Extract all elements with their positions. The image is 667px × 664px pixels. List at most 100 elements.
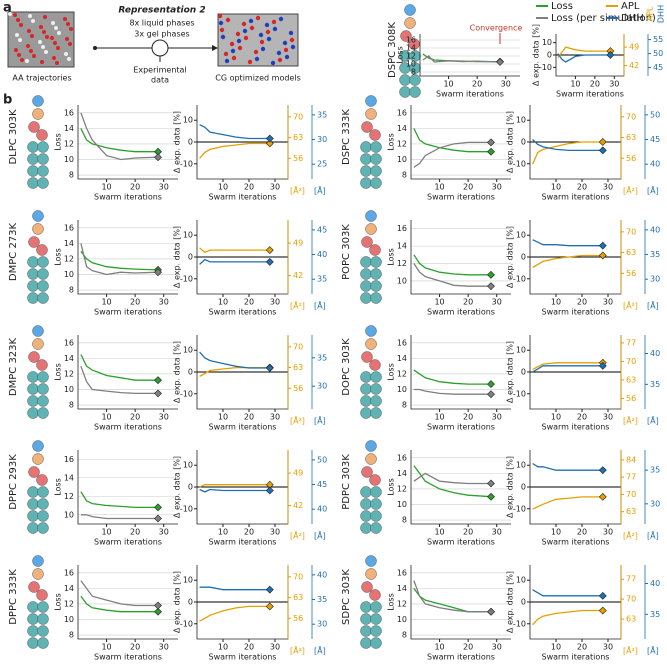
end-marker [598,466,607,475]
series-line [532,589,603,597]
end-marker [487,270,495,279]
axis-frame [410,105,511,180]
axis-unit: [Å] [314,645,326,656]
bead [361,236,373,248]
bead [27,280,39,292]
bead [32,108,44,120]
x-tick-label: 30 [492,528,502,537]
bead [28,351,40,363]
bead [27,498,39,510]
bead [37,177,49,189]
bead [365,568,377,580]
bead [369,589,381,601]
bead [370,268,382,280]
x-tick-label: 10 [434,643,444,652]
x-axis-title: Swarm iterations [427,653,495,661]
y-tick-label: 8 [402,516,407,525]
x-tick-label: 10 [101,298,111,307]
atom [20,58,24,62]
bead [223,51,229,57]
bead [32,440,44,452]
bead [218,20,224,26]
x-axis-title: Swarm iterations [542,193,610,202]
bead [365,440,377,452]
axis-unit: [Å²] [623,530,638,541]
bead [32,555,44,567]
x-tick-label: 20 [463,413,473,422]
end-marker [154,389,162,398]
bead [37,383,49,395]
atom [44,50,48,54]
heading: Representation 2 [118,6,205,16]
bead [254,56,260,62]
end-marker [606,51,615,59]
end-marker [265,585,274,594]
x-tick-label: 10 [551,643,561,652]
bead [27,371,39,383]
x-axis-title: Swarm iterations [209,193,277,202]
y-tick-label: 16 [64,223,74,232]
bead [271,19,277,25]
atom [53,41,57,45]
end-marker [598,251,607,260]
y-tick-label: 10 [542,38,552,47]
end-marker [265,486,274,495]
x-tick-label: 10 [218,528,228,537]
y-axis-title: Δ exp. data [%] [173,456,182,518]
y-tick-label: 30 [317,382,327,391]
bead [27,177,39,189]
bead [360,395,372,407]
bead [370,292,382,304]
bead [220,34,226,40]
bead [365,555,377,567]
lipid-label: DSPC 308K [387,22,398,78]
y-tick-label: 49 [293,469,303,478]
gear-icon [151,39,169,57]
axis-unit: [Å²] [290,530,305,541]
axis-unit: [Å²] [290,300,305,311]
y-tick-label: -10 [513,389,526,398]
bead [37,510,49,522]
x-axis-title: Swarm iterations [542,308,610,317]
x-tick-label: 20 [463,528,473,537]
y-tick-label: 70 [293,112,303,121]
series-line [199,258,270,265]
bead [27,407,39,419]
y-tick-label: 16 [397,108,407,117]
bead [360,280,372,292]
bead [369,474,381,486]
y-tick-label: 14 [406,44,416,53]
x-tick-label: 30 [501,80,511,89]
y-tick-label: 0 [188,253,193,262]
bead [365,325,377,337]
series-line [532,362,603,370]
axis-frame [410,565,511,640]
y-tick-label: 10 [64,155,74,164]
bead [32,568,44,580]
y-axis-title: Loss [396,46,405,64]
bead [370,637,382,649]
y-tick-label: 10 [397,500,407,509]
y-tick-label: 35 [317,595,327,604]
y-tick-label: 70 [293,572,303,581]
y-tick-label: 0 [188,138,193,147]
bead [247,59,253,65]
bead [248,18,254,24]
y-tick-label: 63 [626,248,636,257]
y-tick-label: 77 [626,473,636,482]
x-tick-label: 10 [218,298,228,307]
x-tick-label: 30 [159,528,169,537]
x-tick-label: 30 [270,528,280,537]
y-axis-title: Δ exp. data [%] [173,226,182,288]
panel-label: a [3,1,12,16]
y-tick-label: 8 [69,171,74,180]
end-marker [598,146,607,155]
bead [27,383,39,395]
y-axis-title: Loss [387,133,396,151]
x-tick-label: 20 [590,80,600,89]
y-tick-label: 35 [317,275,327,284]
axis-unit: [Å] [647,415,659,426]
end-marker [487,380,495,388]
y-tick-label: 42 [629,61,639,70]
bead [28,236,40,248]
